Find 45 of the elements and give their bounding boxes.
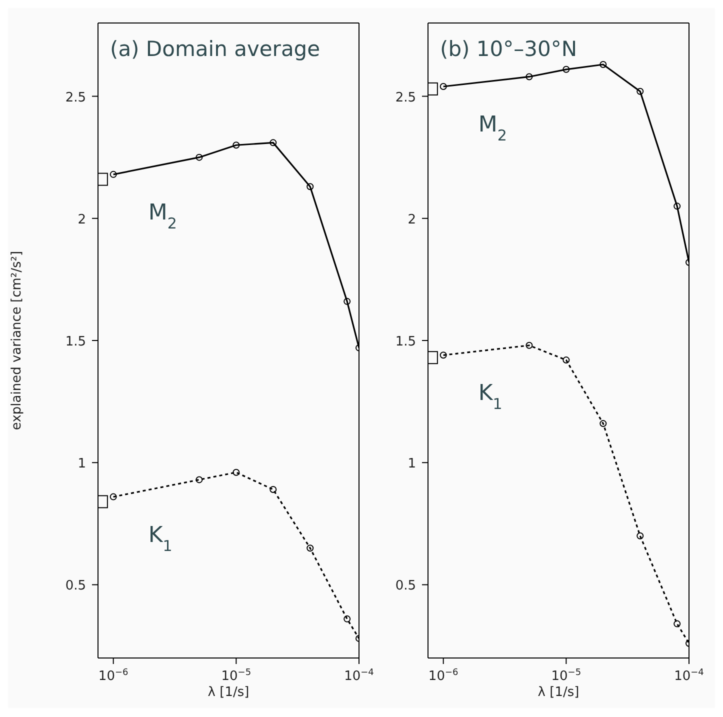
y-tick-label: 1 [78,456,86,472]
y-tick-label: 1 [408,456,416,472]
point [196,476,203,484]
series-label: K$_{1}$ [478,381,502,414]
point [344,298,351,305]
point [562,356,570,364]
x-axis-title: λ [1/s] [208,685,250,700]
x-tick-label: 10$^{−5}$ [221,668,252,684]
y-tick-label: 2.5 [65,90,86,106]
series-label: M$_{2}$ [148,200,177,232]
y-tick-label: 0.5 [395,578,416,594]
x-tick-label: 10$^{−6}$ [98,668,129,684]
point [600,420,607,428]
x-tick-label: 10$^{−4}$ [674,668,704,684]
point [636,88,644,95]
point [306,183,314,190]
series-label: K$_{1}$ [148,522,172,555]
point [270,139,277,146]
point [196,154,203,161]
point [344,615,351,622]
point [232,142,240,149]
point [270,486,277,493]
y-axis-title: explained variance [cm²/s²] [10,250,25,430]
point [306,544,314,552]
y-tick-label: 2 [78,212,86,228]
point [600,61,607,68]
x-axis-title: λ [1/s] [538,685,580,700]
y-tick-label: 0.5 [65,578,86,594]
y-tick-label: 2.5 [395,90,416,106]
point [562,66,570,73]
x-tick-label: 10$^{−5}$ [551,668,582,684]
y-tick-label: 1.5 [395,334,416,350]
x-tick-label: 10$^{−4}$ [344,668,374,684]
point [526,73,533,80]
point [674,620,681,628]
y-tick-label: 2 [408,212,416,228]
y-tick-label: 1.5 [65,334,86,350]
text: (b) 10°–30°N [440,37,578,61]
series-label: M$_{2}$ [478,112,507,144]
text: (a) Domain average [110,37,320,61]
point [636,532,644,540]
point [674,202,681,210]
x-tick-label: 10$^{−6}$ [428,668,459,684]
point [526,342,533,349]
point [232,468,240,476]
